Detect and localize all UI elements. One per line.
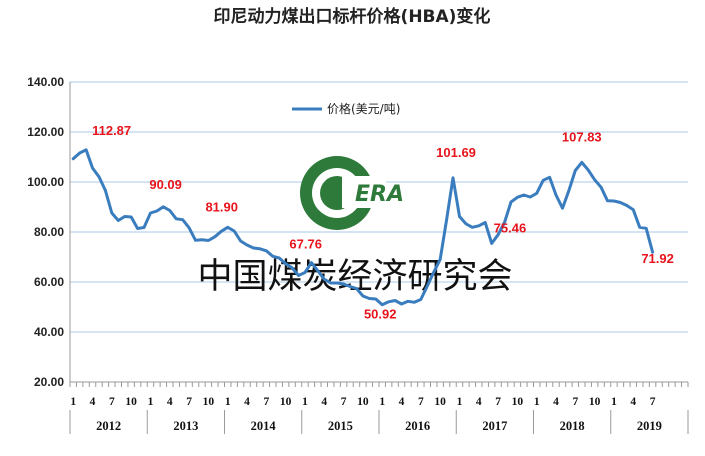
- x-tick-label: 10: [280, 396, 292, 408]
- annotation-label: 50.92: [364, 307, 397, 322]
- x-tick-label: 4: [399, 396, 405, 408]
- x-tick-label: 10: [434, 396, 446, 408]
- x-tick-label: 4: [630, 396, 636, 408]
- x-tick-label: 7: [186, 396, 192, 408]
- series-line: [71, 148, 655, 307]
- y-tick-label: 20.00: [34, 375, 64, 389]
- year-label: 2019: [637, 419, 662, 433]
- legend: 价格(美元/吨): [292, 101, 400, 116]
- y-axis: 20.00 40.00 60.00 80.00 100.00 120.00 140.00: [27, 75, 71, 389]
- year-label: 2017: [482, 419, 507, 433]
- y-tick-label: 120.00: [27, 125, 64, 139]
- logo-notch: [342, 176, 386, 208]
- annotation-label: 101.69: [436, 145, 476, 160]
- x-tick-label: 4: [244, 396, 250, 408]
- annotation-label: 71.92: [641, 251, 674, 266]
- x-tick-label: 4: [476, 396, 482, 408]
- year-label: 2016: [405, 419, 430, 433]
- year-label: 2013: [173, 419, 198, 433]
- x-tick-label: 1: [148, 396, 154, 408]
- year-label: 2014: [251, 419, 277, 433]
- watermark-text: 中国煤炭经济研究会: [197, 257, 512, 297]
- x-tick-label: 7: [572, 396, 578, 408]
- y-tick-label: 80.00: [34, 225, 64, 239]
- x-tick-label: 1: [379, 396, 385, 408]
- x-tick-label: 10: [512, 396, 524, 408]
- watermark: ERA 中国煤炭经济研究会: [197, 156, 513, 297]
- x-tick-label: 7: [109, 396, 115, 408]
- x-tick-label: 7: [263, 396, 269, 408]
- x-tick-label: 1: [534, 396, 540, 408]
- gridlines: [70, 81, 688, 383]
- x-tick-label: 7: [418, 396, 424, 408]
- x-tick-label: 1: [70, 396, 76, 408]
- annotation-label: 81.90: [205, 199, 238, 214]
- x-tick-label: 7: [650, 396, 656, 408]
- x-tick-label: 4: [553, 396, 559, 408]
- x-tick-label: 7: [341, 396, 347, 408]
- year-label: 2012: [96, 419, 121, 433]
- y-tick-label: 40.00: [34, 325, 64, 339]
- x-tick-label: 7: [495, 396, 501, 408]
- year-label: 2018: [560, 419, 585, 433]
- x-tick-label: 1: [225, 396, 231, 408]
- logo-text: ERA: [355, 182, 404, 207]
- x-axis: 1 4 7 10 1 4 7 10 1 4 7 10 1 4 7 10 1 4 7 10 1 4 7 10 1 4 7 10 1 4 7 20…: [69, 382, 689, 434]
- x-tick-label: 10: [589, 396, 601, 408]
- price-series: [71, 148, 655, 307]
- era-logo: ERA: [300, 156, 405, 230]
- annotation-label: 67.76: [289, 237, 322, 252]
- legend-label: 价格(美元/吨): [327, 101, 400, 116]
- annotation-label: 112.87: [92, 123, 131, 138]
- annotation-label: 75.46: [494, 220, 527, 235]
- x-tick-label: 4: [90, 396, 96, 408]
- x-tick-label: 4: [321, 396, 327, 408]
- x-tick-label: 1: [457, 396, 463, 408]
- x-tick-label: 10: [203, 396, 215, 408]
- x-tick-label: 1: [611, 396, 617, 408]
- data-annotations: 112.87 90.09 81.90 67.76 50.92 101.69 75.46 107…: [92, 123, 674, 322]
- annotation-label: 107.83: [562, 129, 602, 144]
- chart-title: 印尼动力煤出口标杆价格(HBA)变化: [214, 6, 491, 27]
- y-tick-label: 140.00: [27, 75, 64, 89]
- y-tick-label: 60.00: [34, 275, 64, 289]
- annotation-label: 90.09: [149, 177, 182, 192]
- x-tick-label: 1: [302, 396, 308, 408]
- y-tick-label: 100.00: [27, 175, 64, 189]
- x-tick-label: 10: [125, 396, 137, 408]
- x-tick-label: 10: [357, 396, 369, 408]
- year-label: 2015: [328, 419, 353, 433]
- x-tick-label: 4: [167, 396, 173, 408]
